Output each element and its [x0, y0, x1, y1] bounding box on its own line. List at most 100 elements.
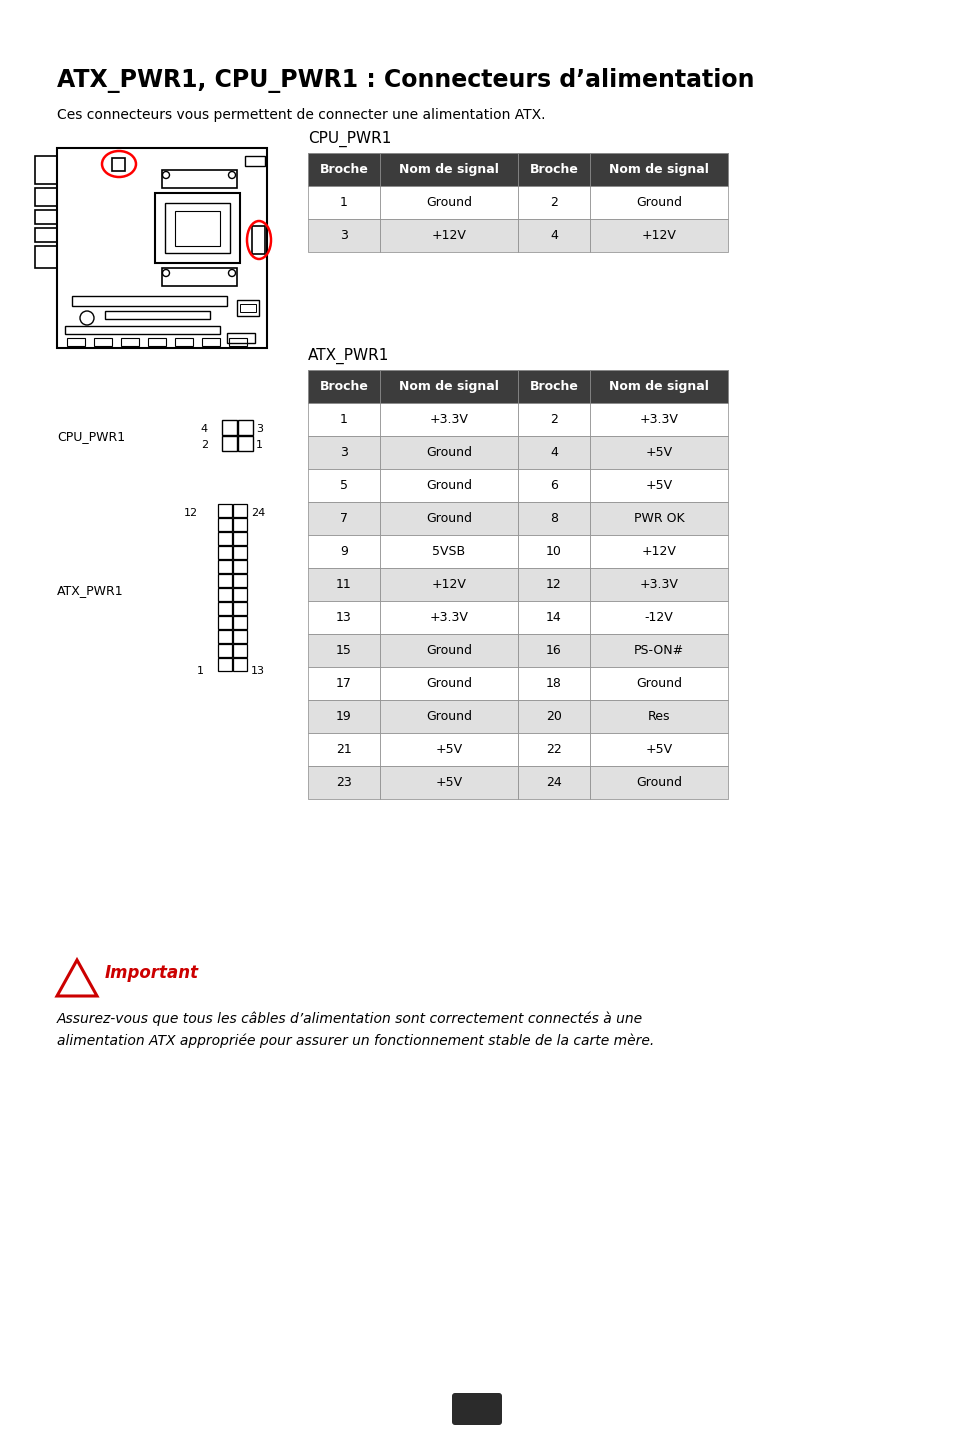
Bar: [589, 402, 727, 435]
Bar: [218, 616, 232, 629]
Bar: [379, 503, 517, 536]
Text: Important: Important: [105, 964, 199, 982]
Bar: [165, 203, 230, 253]
Text: +12V: +12V: [431, 229, 466, 242]
Text: Nom de signal: Nom de signal: [398, 163, 498, 176]
Bar: [589, 153, 727, 186]
Bar: [308, 470, 379, 503]
Bar: [57, 147, 267, 348]
Bar: [589, 435, 727, 470]
Bar: [218, 589, 232, 601]
Text: Broche: Broche: [319, 379, 368, 392]
Bar: [379, 186, 517, 219]
Text: 18: 18: [545, 677, 561, 690]
Bar: [517, 402, 589, 435]
Text: 1: 1: [339, 412, 348, 425]
Bar: [121, 338, 139, 347]
Bar: [233, 533, 247, 546]
Bar: [252, 226, 265, 253]
Bar: [517, 536, 589, 569]
Text: Assurez-vous que tous les câbles d’alimentation sont correctement connectés à un: Assurez-vous que tous les câbles d’alime…: [57, 1012, 642, 1027]
Text: Res: Res: [647, 710, 670, 723]
Bar: [379, 435, 517, 470]
Text: 30: 30: [467, 1405, 486, 1419]
Text: CPU_PWR1: CPU_PWR1: [57, 430, 125, 442]
Text: 22: 22: [545, 743, 561, 756]
Text: 4: 4: [201, 424, 208, 434]
Text: 1: 1: [196, 666, 204, 676]
Bar: [236, 299, 258, 316]
Bar: [154, 193, 240, 263]
Text: +3.3V: +3.3V: [639, 579, 678, 591]
Bar: [218, 560, 232, 573]
Bar: [379, 766, 517, 799]
Bar: [308, 601, 379, 634]
Bar: [308, 569, 379, 601]
Text: 23: 23: [335, 776, 352, 789]
Text: 17: 17: [335, 677, 352, 690]
Text: +3.3V: +3.3V: [429, 611, 468, 624]
Bar: [517, 667, 589, 700]
Text: 5VSB: 5VSB: [432, 546, 465, 558]
FancyBboxPatch shape: [452, 1393, 501, 1425]
Bar: [589, 186, 727, 219]
Bar: [379, 733, 517, 766]
Text: Ground: Ground: [426, 513, 472, 526]
Text: PS-ON#: PS-ON#: [634, 644, 683, 657]
Text: Broche: Broche: [529, 379, 578, 392]
Text: Ground: Ground: [426, 445, 472, 460]
Bar: [233, 589, 247, 601]
Text: 14: 14: [545, 611, 561, 624]
Bar: [308, 536, 379, 569]
Bar: [202, 338, 220, 347]
Text: Ces connecteurs vous permettent de connecter une alimentation ATX.: Ces connecteurs vous permettent de conne…: [57, 107, 545, 122]
Text: 10: 10: [545, 546, 561, 558]
Bar: [589, 766, 727, 799]
Bar: [112, 158, 125, 170]
Bar: [517, 700, 589, 733]
Bar: [65, 326, 220, 334]
Text: PWR OK: PWR OK: [633, 513, 683, 526]
Bar: [589, 536, 727, 569]
Text: 15: 15: [335, 644, 352, 657]
Text: Ground: Ground: [636, 196, 681, 209]
Text: Nom de signal: Nom de signal: [608, 379, 708, 392]
Bar: [67, 338, 85, 347]
Bar: [233, 574, 247, 587]
Bar: [379, 536, 517, 569]
Bar: [379, 601, 517, 634]
Bar: [589, 634, 727, 667]
Text: 5: 5: [339, 478, 348, 493]
Text: Nom de signal: Nom de signal: [398, 379, 498, 392]
Bar: [174, 211, 220, 246]
Text: Ground: Ground: [636, 677, 681, 690]
Text: 3: 3: [339, 229, 348, 242]
Bar: [379, 634, 517, 667]
Bar: [218, 533, 232, 546]
Text: 19: 19: [335, 710, 352, 723]
Bar: [589, 700, 727, 733]
Bar: [218, 630, 232, 643]
Bar: [218, 644, 232, 657]
Text: 1: 1: [255, 440, 263, 450]
Bar: [229, 338, 247, 347]
Text: 4: 4: [550, 445, 558, 460]
Text: ATX_PWR1: ATX_PWR1: [308, 348, 389, 364]
Bar: [379, 569, 517, 601]
Bar: [233, 518, 247, 531]
Text: Ground: Ground: [426, 710, 472, 723]
Text: Broche: Broche: [529, 163, 578, 176]
Bar: [237, 435, 253, 451]
Text: +5V: +5V: [645, 478, 672, 493]
Bar: [589, 470, 727, 503]
Bar: [233, 630, 247, 643]
Text: 2: 2: [201, 440, 208, 450]
Bar: [379, 667, 517, 700]
Text: +5V: +5V: [435, 776, 462, 789]
Bar: [517, 153, 589, 186]
Bar: [589, 369, 727, 402]
Bar: [517, 503, 589, 536]
Bar: [517, 601, 589, 634]
Text: +5V: +5V: [435, 743, 462, 756]
Bar: [308, 153, 727, 186]
